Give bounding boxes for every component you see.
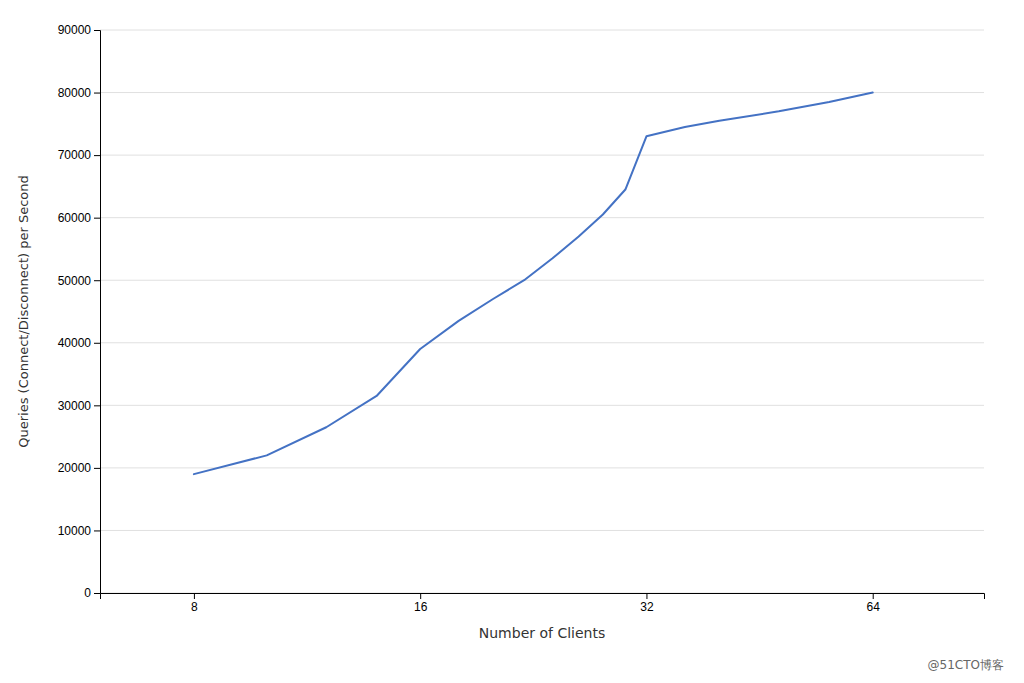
y-axis-title: Queries (Connect/Disconnect) per Second bbox=[16, 175, 31, 448]
y-tick: 90000 bbox=[58, 23, 100, 37]
y-tick-mark bbox=[94, 593, 100, 594]
y-tick-label: 20000 bbox=[58, 461, 92, 475]
x-axis: 8 16 32 64 bbox=[101, 593, 985, 614]
y-tick: 70000 bbox=[58, 148, 100, 162]
y-tick-label: 40000 bbox=[58, 336, 92, 350]
y-tick: 20000 bbox=[58, 461, 100, 475]
x-tick-label: 64 bbox=[867, 600, 881, 614]
watermark: @51CTO博客 bbox=[928, 658, 1004, 672]
x-tick: 32 bbox=[640, 593, 654, 614]
grid-line bbox=[100, 405, 984, 406]
grid-line bbox=[100, 30, 984, 31]
grid-line bbox=[100, 92, 984, 93]
y-tick-label: 70000 bbox=[58, 148, 92, 162]
y-axis-line bbox=[94, 31, 101, 594]
y-tick-mark bbox=[94, 468, 100, 469]
x-tick-label: 32 bbox=[640, 600, 654, 614]
grid-line bbox=[100, 467, 984, 468]
x-tick-label: 16 bbox=[414, 600, 428, 614]
y-tick: 80000 bbox=[58, 86, 100, 100]
x-tick-label: 8 bbox=[191, 600, 198, 614]
y-tick-mark bbox=[94, 405, 100, 406]
grid-line bbox=[100, 217, 984, 218]
grid-line bbox=[100, 155, 984, 156]
y-tick: 50000 bbox=[58, 274, 100, 288]
y-tick-mark bbox=[94, 93, 100, 94]
grid-line bbox=[100, 280, 984, 281]
y-tick-label: 0 bbox=[84, 586, 91, 600]
marks bbox=[194, 93, 873, 475]
x-tick: 8 bbox=[191, 593, 198, 614]
y-tick-mark bbox=[94, 530, 100, 531]
y-tick: 0 bbox=[84, 586, 100, 600]
x-tick-mark bbox=[194, 593, 195, 599]
y-tick-mark bbox=[94, 343, 100, 344]
y-tick-mark bbox=[94, 155, 100, 156]
chart: 8 16 32 64 0 10000 20000 30000 40000 50000 60000 70… bbox=[0, 0, 1024, 683]
x-tick: 64 bbox=[867, 593, 881, 614]
x-axis-line bbox=[101, 594, 985, 600]
x-axis-title: Number of Clients bbox=[479, 625, 605, 641]
y-tick-mark bbox=[94, 218, 100, 219]
y-tick-label: 50000 bbox=[58, 274, 92, 288]
x-tick-mark bbox=[646, 593, 647, 599]
y-tick-label: 80000 bbox=[58, 86, 92, 100]
y-tick-label: 30000 bbox=[58, 399, 92, 413]
x-tick-mark bbox=[873, 593, 874, 599]
plot: 8 16 32 64 0 10000 20000 30000 40000 50000 60000 70… bbox=[58, 23, 985, 613]
y-tick-label: 10000 bbox=[58, 524, 92, 538]
x-tick: 16 bbox=[414, 593, 428, 614]
x-tick-mark bbox=[420, 593, 421, 599]
y-tick-mark bbox=[94, 280, 100, 281]
grid-line bbox=[100, 342, 984, 343]
y-tick: 30000 bbox=[58, 399, 100, 413]
y-tick-label: 60000 bbox=[58, 211, 92, 225]
y-tick-mark bbox=[94, 30, 100, 31]
grid-line bbox=[100, 530, 984, 531]
y-tick-label: 90000 bbox=[58, 23, 92, 37]
grid bbox=[100, 30, 984, 593]
y-tick: 10000 bbox=[58, 524, 100, 538]
y-tick: 60000 bbox=[58, 211, 100, 225]
y-tick: 40000 bbox=[58, 336, 100, 350]
y-axis: 0 10000 20000 30000 40000 50000 60000 70000 8000… bbox=[58, 23, 101, 600]
data-line bbox=[194, 93, 873, 475]
